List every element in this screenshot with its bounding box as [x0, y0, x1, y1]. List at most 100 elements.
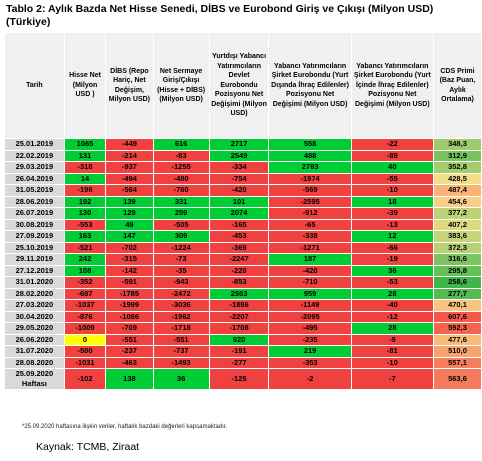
table-row: 31.01.2020 -352 -591 -943 -853 -710 -53 258,6 [4, 276, 482, 289]
hisse-cell: -553 [63, 218, 107, 231]
dibs-cell: -315 [105, 253, 154, 266]
hisse-cell: -687 [63, 287, 107, 300]
table-row: 31.07.2020 -500 -237 -737 -191 219 -81 510,0 [4, 345, 482, 358]
devlet-cell: -165 [208, 218, 270, 231]
net-cell: 259 [152, 207, 210, 220]
table-row: 30.08.2019 -553 49 -505 -165 -65 -13 407,2 [4, 218, 482, 231]
table-row: 29.05.2020 -1009 -709 -1718 -1708 -495 28 592,3 [4, 322, 482, 335]
cds-cell: 316,6 [432, 253, 482, 266]
table-row: 25.01.2019 1065 -449 616 2717 558 -22 348,3 [4, 138, 482, 151]
header-cell: Yurtdışı Yabancı Yatırımcıların Devlet E… [208, 32, 270, 139]
date-cell: 25.01.2019 [4, 138, 65, 151]
cds-cell: 470,1 [432, 299, 482, 312]
sirket_ic-cell: -9 [350, 333, 434, 346]
devlet-cell: -1886 [208, 299, 270, 312]
sirket_ic-cell: -81 [350, 345, 434, 358]
date-cell: 31.01.2020 [4, 276, 65, 289]
hisse-cell: -500 [63, 345, 107, 358]
table-row: 27.03.2020 -1037 -1999 -3036 -1886 -1149 -40 47… [4, 299, 482, 312]
net-cell: -480 [152, 172, 210, 185]
devlet-cell: -2207 [208, 310, 270, 323]
table-row: 28.06.2019 192 139 331 101 -2595 18 454,6 [4, 195, 482, 208]
header-cell: DİBS (Repo Hariç, Net Değişim, Milyon US… [105, 32, 154, 139]
sirket_dis-cell: -2595 [268, 195, 352, 208]
date-cell: 27.03.2020 [4, 299, 65, 312]
sirket_dis-cell: -1271 [268, 241, 352, 254]
net-cell: -760 [152, 184, 210, 197]
net-cell: 331 [152, 195, 210, 208]
date-cell: 26.06.2020 [4, 333, 65, 346]
net-cell: -1962 [152, 310, 210, 323]
net-cell: -35 [152, 264, 210, 277]
dibs-cell: -494 [105, 172, 154, 185]
date-cell: 30.04.2020 [4, 310, 65, 323]
devlet-cell: 2717 [208, 138, 270, 151]
sirket_dis-cell: -420 [268, 264, 352, 277]
date-cell: 28.08.2020 [4, 356, 65, 369]
date-cell: 29.05.2020 [4, 322, 65, 335]
net-cell: -943 [152, 276, 210, 289]
devlet-cell: -334 [208, 161, 270, 174]
dibs-cell: -463 [105, 356, 154, 369]
sirket_dis-cell: -495 [268, 322, 352, 335]
header-row: Tarih Hisse Net (Milyon USD ) DİBS (Repo… [4, 32, 482, 139]
date-cell: 22.02.2019 [4, 149, 65, 162]
table-row: 28.08.2020 -1031 -463 -1493 -277 -353 -10 557,1 [4, 356, 482, 369]
date-cell: 25.10.2019 [4, 241, 65, 254]
sirket_ic-cell: 12 [350, 230, 434, 243]
header-cell: Yabancı Yatırımcıların Şirket Eurobondu … [350, 32, 434, 139]
dibs-cell: -564 [105, 184, 154, 197]
table-row: 27.09.2019 163 147 309 -453 -338 12 383,6 [4, 230, 482, 243]
hisse-cell: 130 [63, 207, 107, 220]
dibs-cell: -237 [105, 345, 154, 358]
sirket_dis-cell: -353 [268, 356, 352, 369]
net-cell: -505 [152, 218, 210, 231]
devlet-cell: -853 [208, 276, 270, 289]
sirket_ic-cell: -10 [350, 356, 434, 369]
table-row: 26.04.2019 14 -494 -480 -754 -1974 -55 428,5 [4, 172, 482, 185]
sirket_ic-cell: -22 [350, 138, 434, 151]
dibs-cell: 147 [105, 230, 154, 243]
net-cell: 36 [152, 368, 210, 390]
dibs-cell: -591 [105, 276, 154, 289]
hisse-cell: -352 [63, 276, 107, 289]
net-cell: -1718 [152, 322, 210, 335]
table-row: 26.07.2019 130 129 259 2074 -912 -39 377,2 [4, 207, 482, 220]
net-cell: 616 [152, 138, 210, 151]
devlet-cell: 2549 [208, 149, 270, 162]
cds-cell: 312,9 [432, 149, 482, 162]
devlet-cell: -420 [208, 184, 270, 197]
date-cell: 29.11.2019 [4, 253, 65, 266]
devlet-cell: -369 [208, 241, 270, 254]
table-row: 25.10.2019 -521 -702 -1224 -369 -1271 -66 372,3 [4, 241, 482, 254]
hisse-cell: -318 [63, 161, 107, 174]
sirket_ic-cell: -89 [350, 149, 434, 162]
sirket_dis-cell: 187 [268, 253, 352, 266]
devlet-cell: -453 [208, 230, 270, 243]
sirket_ic-cell: 28 [350, 322, 434, 335]
sirket_dis-cell: -2 [268, 368, 352, 390]
hisse-cell: 1065 [63, 138, 107, 151]
dibs-cell: -1785 [105, 287, 154, 300]
sirket_dis-cell: -710 [268, 276, 352, 289]
header-cell: Tarih [4, 32, 65, 139]
sirket_dis-cell: -1149 [268, 299, 352, 312]
sirket_ic-cell: 36 [350, 264, 434, 277]
sirket_ic-cell: -13 [350, 218, 434, 231]
hisse-cell: -102 [63, 368, 107, 390]
sirket_ic-cell: -39 [350, 207, 434, 220]
devlet-cell: -754 [208, 172, 270, 185]
table-row: 29.11.2019 242 -315 -73 -2247 187 -19 316,6 [4, 253, 482, 266]
net-cell: -73 [152, 253, 210, 266]
sirket_ic-cell: 18 [350, 195, 434, 208]
cds-cell: 377,2 [432, 207, 482, 220]
date-cell: 25.09.2020 Haftası [4, 368, 65, 390]
dibs-cell: 138 [105, 368, 154, 390]
sirket_ic-cell: -53 [350, 276, 434, 289]
footnote: *25.09.2020 haftasına ilişkin veriler, h… [22, 424, 228, 430]
date-cell: 26.07.2019 [4, 207, 65, 220]
hisse-cell: -521 [63, 241, 107, 254]
net-cell: -551 [152, 333, 210, 346]
header-cell: CDS Primi (Baz Puan, Aylık Ortalama) [432, 32, 482, 139]
cds-cell: 563,6 [432, 368, 482, 390]
